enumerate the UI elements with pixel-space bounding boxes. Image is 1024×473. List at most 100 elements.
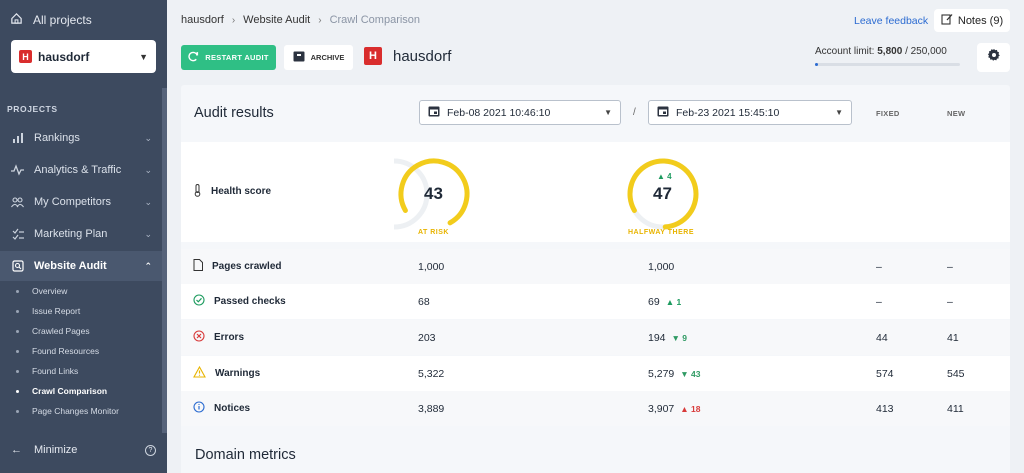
row-new: 545 bbox=[947, 367, 965, 380]
archive-button[interactable]: ARCHIVE bbox=[284, 45, 353, 70]
sidebar-item-marketing-plan[interactable]: Marketing Plan ⌄ bbox=[0, 219, 162, 249]
account-limit-sep: / bbox=[905, 46, 908, 57]
projects-section-label: PROJECTS bbox=[7, 104, 58, 114]
sidebar-subitem-label: Page Changes Monitor bbox=[32, 406, 119, 416]
account-limit-label: Account limit: bbox=[815, 46, 875, 57]
project-select-value: hausdorf bbox=[38, 49, 90, 64]
error-circle-icon bbox=[193, 330, 205, 345]
row-value-a: 203 bbox=[418, 331, 436, 344]
archive-label: ARCHIVE bbox=[310, 53, 345, 62]
row-label-text: Passed checks bbox=[214, 296, 286, 307]
all-projects-label: All projects bbox=[33, 13, 92, 27]
page-title: H hausdorf bbox=[364, 47, 451, 65]
sidebar-subitem-crawl-comparison[interactable]: Crawl Comparison bbox=[0, 381, 162, 401]
sidebar-item-competitors[interactable]: My Competitors ⌄ bbox=[0, 187, 162, 217]
row-new: 411 bbox=[947, 402, 964, 415]
row-fixed: 413 bbox=[876, 402, 894, 415]
bullet-icon bbox=[16, 369, 19, 373]
audit-results-title: Audit results bbox=[194, 105, 274, 121]
gear-icon bbox=[987, 48, 1001, 67]
health-score-text: Health score bbox=[211, 186, 272, 197]
restart-audit-button[interactable]: RESTART AUDIT bbox=[181, 45, 276, 70]
breadcrumb-current: Crawl Comparison bbox=[329, 14, 421, 26]
sidebar-item-rankings[interactable]: Rankings ⌄ bbox=[0, 123, 162, 153]
row-label-text: Warnings bbox=[215, 368, 261, 379]
chevron-up-icon: ⌃ bbox=[144, 260, 152, 271]
refresh-icon bbox=[188, 51, 199, 64]
date-select-b-value: Feb-23 2021 15:45:10 bbox=[676, 106, 780, 119]
sidebar-subitem-issue-report[interactable]: Issue Report bbox=[0, 301, 162, 321]
bullet-icon bbox=[16, 309, 19, 313]
sidebar-subitem-page-changes-monitor[interactable]: Page Changes Monitor bbox=[0, 401, 162, 421]
sidebar-subitem-crawled-pages[interactable]: Crawled Pages bbox=[0, 321, 162, 341]
health-score-b-value: 47 bbox=[653, 184, 672, 203]
row-value-b-cell: 5,279 ▼ 43 bbox=[648, 368, 701, 380]
bullet-icon bbox=[16, 349, 19, 353]
sidebar-subitem-label: Issue Report bbox=[32, 306, 81, 316]
sidebar-subitem-found-resources[interactable]: Found Resources bbox=[0, 341, 162, 361]
sidebar-subitem-overview[interactable]: Overview bbox=[0, 281, 162, 301]
archive-icon bbox=[293, 51, 305, 64]
table-row: Passed checks 68 69 ▲ 1 – – bbox=[181, 284, 1010, 319]
home-icon bbox=[10, 12, 23, 28]
notes-button[interactable]: Notes (9) bbox=[934, 9, 1010, 32]
row-label: Warnings bbox=[193, 365, 261, 381]
account-limit-bar bbox=[815, 63, 960, 66]
warning-icon bbox=[193, 365, 206, 381]
row-delta: ▲ 18 bbox=[680, 403, 701, 414]
check-circle-icon bbox=[193, 294, 205, 309]
date-select-a[interactable]: Feb-08 2021 10:46:10 ▼ bbox=[419, 100, 621, 125]
sidebar-item-label: Rankings bbox=[34, 132, 80, 144]
row-new: – bbox=[947, 295, 953, 308]
account-limit-total: 250,000 bbox=[910, 46, 947, 57]
checklist-icon bbox=[11, 228, 24, 241]
leave-feedback-link[interactable]: Leave feedback bbox=[854, 15, 929, 27]
row-new: – bbox=[947, 260, 953, 273]
bullet-icon bbox=[16, 289, 19, 293]
row-value-a: 68 bbox=[418, 295, 430, 308]
row-value-b: 5,279 bbox=[648, 367, 675, 380]
bullet-icon bbox=[16, 329, 19, 333]
minimize-label: Minimize bbox=[34, 444, 78, 456]
breadcrumb-chevron-icon: › bbox=[231, 14, 236, 26]
health-score-label-row: Health score bbox=[181, 174, 1010, 209]
project-select[interactable]: H hausdorf ▼ bbox=[11, 40, 156, 73]
settings-button[interactable] bbox=[977, 43, 1010, 72]
pulse-icon bbox=[11, 164, 24, 177]
thermometer-icon bbox=[193, 183, 202, 200]
gauge-track bbox=[394, 158, 430, 230]
sidebar-item-analytics[interactable]: Analytics & Traffic ⌄ bbox=[0, 155, 162, 185]
minimize-button[interactable]: ← Minimize ? bbox=[11, 444, 156, 456]
project-title-text: hausdorf bbox=[393, 47, 452, 65]
breadcrumb-website-audit[interactable]: Website Audit bbox=[243, 14, 311, 26]
date-select-b[interactable]: Feb-23 2021 15:45:10 ▼ bbox=[648, 100, 852, 125]
row-fixed: – bbox=[876, 260, 882, 273]
sidebar-subitem-label: Found Resources bbox=[32, 346, 100, 356]
row-value-b: 194 bbox=[648, 331, 666, 344]
breadcrumb: hausdorf › Website Audit › Crawl Compari… bbox=[181, 14, 420, 26]
bar-chart-icon bbox=[11, 132, 24, 145]
row-new: 41 bbox=[947, 331, 959, 344]
info-circle-icon bbox=[193, 401, 205, 416]
edit-icon bbox=[941, 13, 953, 28]
row-label: Errors bbox=[193, 330, 244, 345]
sidebar-item-website-audit[interactable]: Website Audit ⌃ bbox=[0, 251, 162, 281]
sidebar-scrollbar[interactable] bbox=[162, 88, 167, 433]
audit-icon bbox=[11, 260, 24, 273]
all-projects-link[interactable]: All projects bbox=[10, 12, 92, 28]
chevron-down-icon: ▼ bbox=[139, 51, 148, 62]
sidebar-subitem-found-links[interactable]: Found Links bbox=[0, 361, 162, 381]
breadcrumb-project[interactable]: hausdorf bbox=[181, 14, 224, 26]
bullet-icon bbox=[16, 389, 19, 393]
help-icon[interactable]: ? bbox=[145, 444, 156, 456]
account-limit: Account limit: 5,800 / 250,000 bbox=[815, 46, 947, 57]
table-row: Errors 203 194 ▼ 9 44 41 bbox=[181, 320, 1010, 355]
health-gauge-a bbox=[394, 158, 470, 230]
sidebar-subitem-label: Crawled Pages bbox=[32, 326, 90, 336]
row-value-b: 69 bbox=[648, 295, 660, 308]
table-row: Notices 3,889 3,907 ▲ 18 413 411 bbox=[181, 391, 1010, 426]
calendar-icon bbox=[657, 105, 669, 120]
row-value-a: 1,000 bbox=[418, 260, 445, 273]
breadcrumb-chevron-icon: › bbox=[318, 14, 322, 26]
date-select-a-value: Feb-08 2021 10:46:10 bbox=[447, 106, 551, 119]
